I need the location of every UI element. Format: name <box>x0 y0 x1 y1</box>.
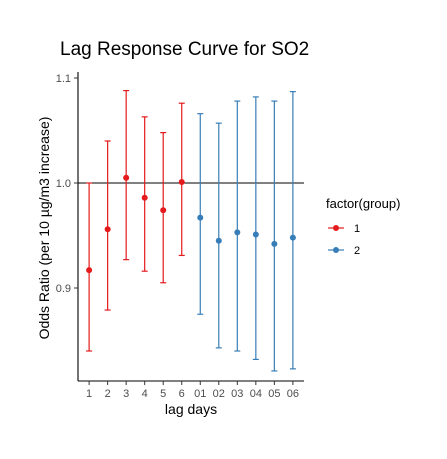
series-2 <box>197 91 296 372</box>
data-point <box>123 174 130 181</box>
y-tick-label: 1.1 <box>56 73 71 85</box>
chart-title: Lag Response Curve for SO2 <box>60 39 309 60</box>
x-tick-label: 5 <box>160 388 166 400</box>
x-axis-title: lag days <box>165 401 217 417</box>
series-1 <box>86 89 185 352</box>
x-tick-label: 3 <box>123 388 129 400</box>
data-point <box>141 194 148 201</box>
plot-marks <box>78 89 304 372</box>
legend-key-point <box>333 247 339 253</box>
x-tick-label: 01 <box>194 388 206 400</box>
x-tick-label: 04 <box>250 388 262 400</box>
y-tick-label: 1.0 <box>56 178 71 190</box>
legend: factor(group) 12 <box>326 196 400 257</box>
data-point <box>252 231 259 238</box>
data-point <box>160 207 167 214</box>
data-point <box>197 214 204 221</box>
y-axis-title: Odds Ratio (per 10 µg/m3 increase) <box>36 117 52 340</box>
data-point <box>104 226 111 233</box>
legend-title: factor(group) <box>326 196 400 211</box>
x-tick-label: 4 <box>142 388 148 400</box>
legend-item-2: 2 <box>328 245 360 257</box>
data-point <box>215 237 222 244</box>
legend-item-1: 1 <box>328 223 360 235</box>
data-point <box>289 234 296 241</box>
x-tick-label: 06 <box>287 388 299 400</box>
x-tick-label: 1 <box>86 388 92 400</box>
data-point <box>271 240 278 247</box>
legend-label: 2 <box>354 245 360 257</box>
x-tick-label: 03 <box>231 388 243 400</box>
data-point <box>234 229 241 236</box>
legend-label: 1 <box>354 223 360 235</box>
x-ticks: 1 2 3 4 5 6 01 02 03 04 05 06 <box>86 381 299 400</box>
legend-items: 12 <box>328 223 360 257</box>
y-tick-label: 0.9 <box>56 283 71 295</box>
x-tick-label: 05 <box>268 388 280 400</box>
data-point <box>86 267 93 274</box>
data-point <box>178 178 185 185</box>
x-tick-label: 2 <box>105 388 111 400</box>
x-tick-label: 6 <box>179 388 185 400</box>
legend-key-point <box>333 225 339 231</box>
y-ticks: 0.9 1.0 1.1 <box>56 73 78 295</box>
x-tick-label: 02 <box>213 388 225 400</box>
